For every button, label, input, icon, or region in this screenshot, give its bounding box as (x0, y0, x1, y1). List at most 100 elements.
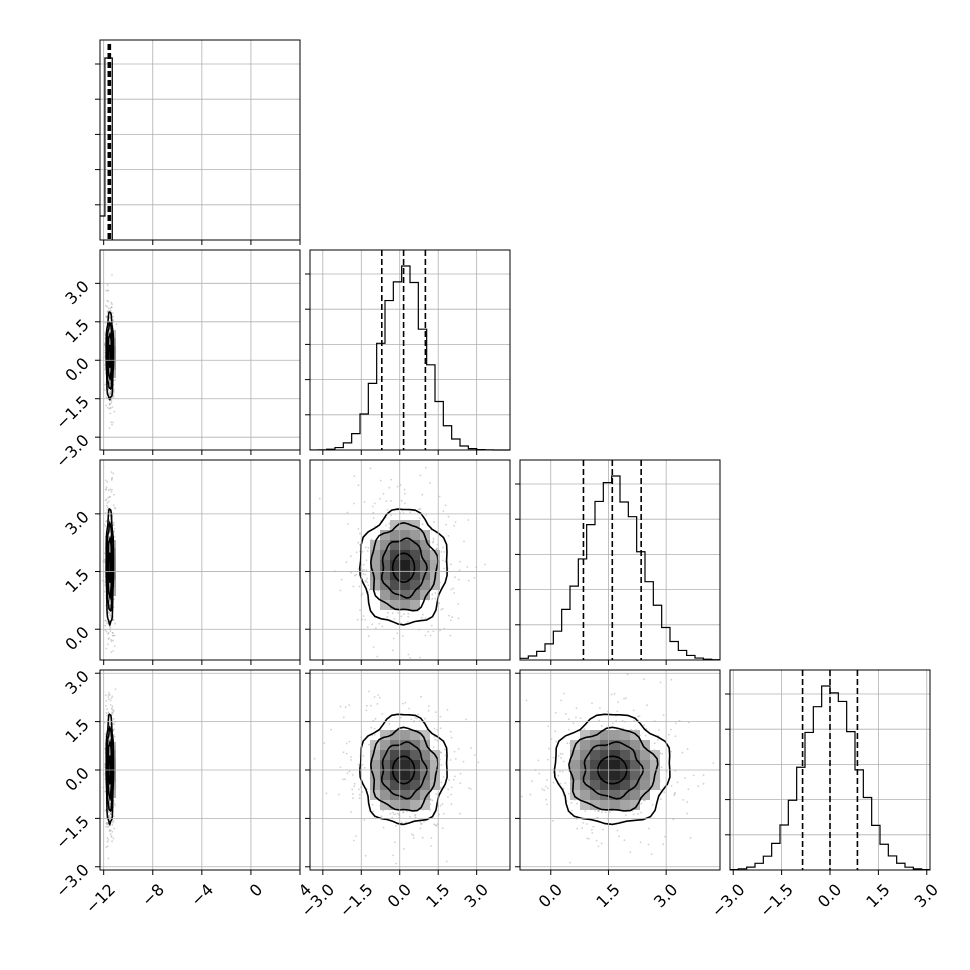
scatter-point (352, 839, 355, 842)
scatter-point (340, 578, 343, 581)
scatter-point (115, 323, 118, 326)
scatter-point (105, 504, 108, 507)
marginal-histogram-1 (305, 250, 510, 451)
scatter-point (109, 812, 112, 815)
scatter-point (105, 700, 108, 702)
x-tick-label: 1.5 (592, 880, 623, 911)
scatter-point (364, 854, 367, 857)
scatter-point (353, 502, 355, 505)
scatter-point (109, 495, 112, 498)
density-cell (630, 800, 640, 810)
scatter-point (432, 541, 434, 544)
scatter-point (108, 829, 111, 832)
scatter-point (421, 523, 424, 526)
density-cell (580, 750, 590, 760)
scatter-point (349, 555, 352, 558)
scatter-point (396, 632, 399, 635)
scatter-point (105, 315, 108, 318)
scatter-point (358, 793, 361, 796)
density-cell (420, 800, 430, 810)
scatter-point (112, 709, 115, 712)
scatter-point (561, 770, 564, 773)
scatter-point (560, 756, 562, 759)
scatter-point (409, 657, 411, 659)
scatter-point (105, 822, 108, 824)
scatter-point (702, 782, 705, 785)
scatter-point (604, 811, 607, 814)
scatter-point (104, 525, 107, 527)
scatter-point (658, 729, 660, 731)
scatter-point (457, 578, 460, 581)
scatter-point (562, 787, 565, 790)
density-cell (420, 790, 430, 800)
scatter-point (109, 738, 112, 741)
scatter-point (112, 837, 115, 840)
scatter-point (112, 712, 114, 714)
scatter-point (110, 651, 112, 653)
x-tick-label: −1.5 (336, 880, 377, 921)
scatter-point (390, 478, 393, 481)
scatter-point (110, 421, 113, 424)
scatter-point (106, 509, 109, 511)
scatter-point (325, 792, 328, 795)
scatter-point (370, 538, 373, 541)
scatter-point (106, 822, 109, 824)
scatter-point (411, 833, 413, 836)
scatter-point (371, 803, 374, 806)
scatter-point (104, 322, 107, 324)
scatter-point (107, 694, 110, 696)
scatter-point (450, 786, 453, 789)
scatter-point (433, 727, 436, 730)
density-cell (380, 740, 390, 750)
scatter-point (363, 501, 366, 503)
scatter-point (433, 823, 435, 826)
scatter-point (364, 546, 367, 549)
scatter-point (402, 811, 404, 814)
scatter-point (107, 611, 110, 613)
density-cell (410, 760, 420, 770)
scatter-point (392, 637, 395, 640)
scatter-point (525, 699, 528, 702)
scatter-point (107, 496, 110, 499)
scatter-point (372, 646, 375, 648)
scatter-point (112, 815, 115, 818)
scatter-point (545, 785, 547, 788)
grid-lines (100, 250, 300, 450)
scatter-point (407, 612, 410, 615)
scatter-point (457, 617, 460, 620)
density-cell (590, 770, 600, 780)
density-cell (590, 750, 600, 760)
scatter-point (114, 506, 116, 509)
density-cell (420, 730, 430, 740)
scatter-point (637, 715, 639, 718)
scatter-point (114, 507, 117, 510)
density-cell (400, 540, 410, 550)
scatter-point (106, 284, 109, 286)
scatter-point (350, 759, 352, 761)
scatter-point (473, 754, 476, 756)
scatter-point (109, 316, 111, 319)
density-cell (580, 790, 590, 800)
scatter-point (595, 839, 598, 842)
scatter-point (330, 728, 332, 731)
scatter-point (392, 811, 394, 814)
scatter-point (361, 550, 364, 553)
scatter-point (407, 621, 409, 623)
scatter-point (107, 638, 110, 640)
scatter-point (441, 803, 444, 805)
scatter-point (673, 792, 676, 795)
x-tick-label: 0 (246, 880, 267, 901)
scatter-point (103, 389, 106, 391)
scatter-point (668, 733, 670, 736)
panel-frame (99, 249, 301, 451)
density-cell (600, 800, 610, 810)
scatter-point (367, 635, 370, 638)
y-tick-label: −1.5 (52, 812, 93, 853)
scatter-point (112, 521, 115, 524)
scatter-point (113, 535, 116, 538)
scatter-point (429, 482, 431, 484)
scatter-point (609, 811, 611, 813)
scatter-point (676, 781, 679, 784)
scatter-point (112, 650, 115, 652)
scatter-point (548, 747, 550, 750)
